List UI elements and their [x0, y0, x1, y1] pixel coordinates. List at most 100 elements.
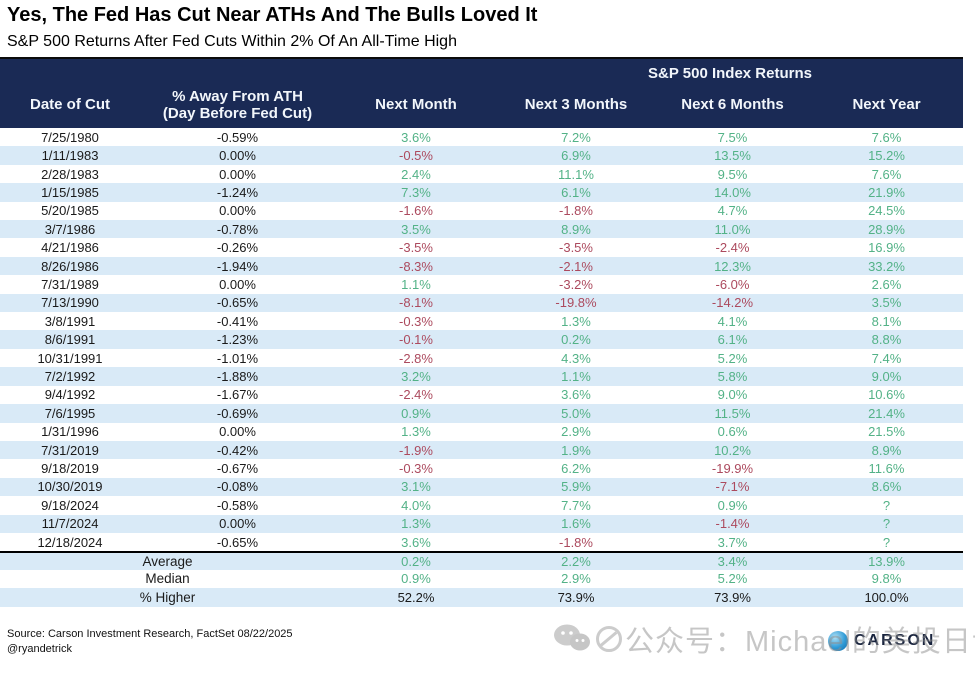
away-from-ath-cell: -1.94% — [216, 258, 259, 274]
column-header-5: Next Year — [852, 96, 921, 114]
return-cell: 15.2% — [868, 148, 905, 164]
column-header-1: % Away From ATH (Day Before Fed Cut) — [162, 87, 313, 122]
return-cell: -3.5% — [559, 240, 593, 256]
watermark: 公众号：Michael的美投日记 — [553, 618, 975, 660]
away-from-ath-cell: 0.00% — [219, 148, 256, 164]
date-cell: 8/6/1991 — [44, 332, 96, 348]
return-cell: 8.9% — [871, 442, 902, 458]
table-row: 8/26/1986 -1.94% -8.3% -2.1% 12.3% 33.2% — [0, 256, 963, 276]
page-subtitle: S&P 500 Returns After Fed Cuts Within 2%… — [7, 33, 457, 50]
away-from-ath-cell: -1.67% — [216, 387, 259, 403]
away-from-ath-cell: -0.41% — [216, 313, 259, 329]
summary-value-cell: 73.9% — [557, 589, 595, 605]
table-row: 7/31/2019 -0.42% -1.9% 1.9% 10.2% 8.9% — [0, 440, 963, 460]
return-cell: -19.9% — [711, 461, 754, 477]
summary-value-cell: 13.9% — [868, 554, 905, 570]
return-cell: 8.9% — [561, 221, 591, 237]
return-cell: -3.2% — [559, 276, 593, 292]
return-cell: 7.6% — [871, 129, 902, 145]
table-row: 7/25/1980 -0.59% 3.6% 7.2% 7.5% 7.6% — [0, 128, 963, 146]
date-cell: 9/18/2024 — [41, 497, 99, 513]
away-from-ath-cell: 0.00% — [219, 424, 256, 440]
return-cell: 16.9% — [868, 240, 905, 256]
table-row: 10/31/1991 -1.01% -2.8% 4.3% 5.2% 7.4% — [0, 349, 963, 367]
return-cell: 1.6% — [561, 516, 591, 532]
away-from-ath-cell: -0.69% — [216, 405, 259, 421]
return-cell: 12.3% — [714, 258, 751, 274]
table-row: 12/18/2024 -0.65% 3.6% -1.8% 3.7%? — [0, 533, 963, 551]
group-header: S&P 500 Index Returns — [648, 65, 812, 82]
return-cell: 0.2% — [561, 332, 591, 348]
return-cell: 8.8% — [871, 332, 902, 348]
away-from-ath-cell: -0.67% — [216, 461, 259, 477]
return-cell: -1.9% — [399, 442, 433, 458]
column-header-2: Next Month — [375, 96, 457, 114]
table-row: 7/6/1995 -0.69% 0.9% 5.0% 11.5% 21.4% — [0, 404, 963, 423]
table-row: 10/30/2019 -0.08% 3.1% 5.9% -7.1% 8.6% — [0, 477, 963, 497]
summary-value-cell: 2.2% — [561, 554, 591, 570]
summary-value-cell: 5.2% — [717, 571, 748, 587]
table-row: 3/7/1986 -0.78% 3.5% 8.9% 11.0% 28.9% — [0, 220, 963, 239]
return-cell: 9.0% — [871, 368, 902, 384]
summary-label: Median — [145, 571, 190, 587]
return-cell: 4.1% — [717, 313, 748, 329]
return-cell: -2.8% — [399, 350, 433, 366]
away-from-ath-cell: -1.24% — [216, 184, 259, 200]
return-cell: 1.3% — [401, 516, 431, 532]
date-cell: 9/4/1992 — [44, 387, 96, 403]
away-from-ath-cell: -0.26% — [216, 240, 259, 256]
summary-value-cell: 0.2% — [401, 554, 431, 570]
away-from-ath-cell: -0.78% — [216, 221, 259, 237]
table-row: 9/4/1992 -1.67% -2.4% 3.6% 9.0% 10.6% — [0, 386, 963, 404]
return-cell: -8.1% — [399, 295, 433, 311]
date-cell: 5/20/1985 — [41, 203, 99, 219]
return-cell: 4.7% — [717, 203, 748, 219]
date-cell: 7/6/1995 — [44, 405, 96, 421]
summary-value-cell: 0.9% — [401, 571, 431, 587]
date-cell: 10/30/2019 — [37, 479, 103, 495]
table-row: 3/8/1991 -0.41% -0.3% 1.3% 4.1% 8.1% — [0, 312, 963, 330]
table-row: 7/2/1992 -1.88% 3.2% 1.1% 5.8% 9.0% — [0, 367, 963, 386]
return-cell: 7.6% — [871, 166, 902, 182]
date-cell: 2/28/1983 — [41, 166, 99, 182]
date-cell: 12/18/2024 — [37, 534, 103, 550]
summary-label: Average — [142, 554, 193, 570]
return-cell: -2.4% — [399, 387, 433, 403]
date-cell: 9/18/2019 — [41, 461, 99, 477]
return-cell: 33.2% — [868, 258, 905, 274]
summary-value-cell: 3.4% — [717, 554, 748, 570]
return-cell: 9.0% — [717, 387, 748, 403]
return-cell: 0.9% — [401, 405, 431, 421]
return-cell: -19.8% — [555, 295, 597, 311]
return-cell: 1.3% — [561, 313, 591, 329]
summary-row: Median 0.9% 2.9% 5.2% 9.8% — [0, 570, 963, 588]
return-cell: 6.2% — [561, 461, 591, 477]
table-row: 1/15/1985 -1.24% 7.3% 6.1% 14.0% 21.9% — [0, 183, 963, 202]
return-cell: 1.9% — [561, 442, 591, 458]
return-cell: 3.7% — [717, 534, 748, 550]
date-cell: 8/26/1986 — [41, 258, 99, 274]
away-from-ath-cell: 0.00% — [219, 203, 256, 219]
return-cell: 7.5% — [717, 129, 748, 145]
return-cell: 6.1% — [717, 332, 748, 348]
return-cell: 4.3% — [561, 350, 591, 366]
return-cell: 0.6% — [717, 424, 748, 440]
return-cell: 3.6% — [401, 129, 431, 145]
return-cell: 7.3% — [401, 184, 431, 200]
return-cell: -3.5% — [399, 240, 433, 256]
return-cell: -1.8% — [559, 203, 593, 219]
return-cell: 7.2% — [561, 129, 591, 145]
date-cell: 10/31/1991 — [37, 350, 103, 366]
watermark-text: 公众号：Michael的美投日记 — [625, 626, 975, 658]
away-from-ath-cell: 0.00% — [219, 166, 256, 182]
page-title: Yes, The Fed Has Cut Near ATHs And The B… — [7, 4, 538, 26]
away-from-ath-cell: -0.42% — [216, 442, 259, 458]
table-row: 1/31/1996 0.00% 1.3% 2.9% 0.6% 21.5% — [0, 423, 963, 441]
away-from-ath-cell: 0.00% — [219, 276, 256, 292]
table-row: 2/28/1983 0.00% 2.4% 11.1% 9.5% 7.6% — [0, 165, 963, 183]
date-cell: 3/8/1991 — [44, 313, 96, 329]
date-cell: 7/31/2019 — [41, 442, 99, 458]
away-from-ath-cell: -1.23% — [216, 332, 259, 348]
return-cell: 11.6% — [868, 461, 905, 477]
return-cell: 11.1% — [558, 166, 594, 182]
